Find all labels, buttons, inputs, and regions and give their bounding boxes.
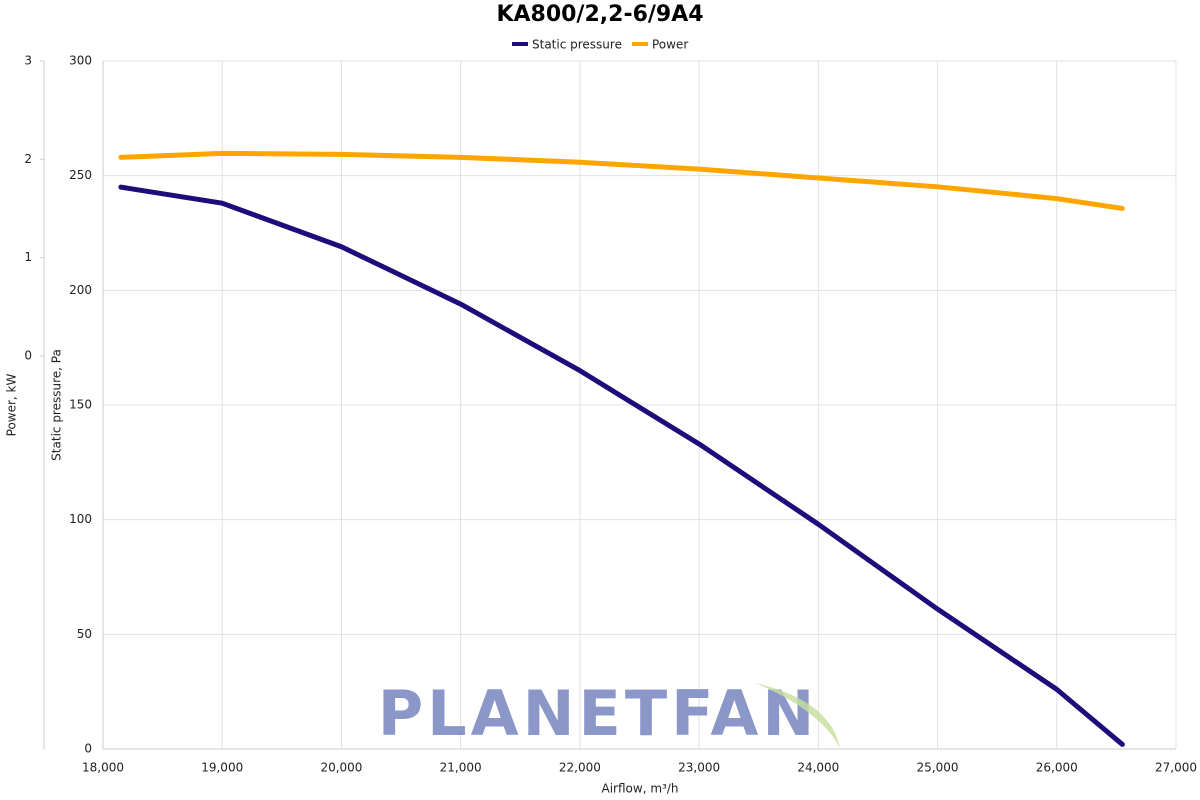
chart-title: KA800/2,2-6/9A4 (496, 2, 703, 27)
y2-tick-label: 0 (24, 348, 32, 362)
x-tick-label: 23,000 (678, 761, 720, 775)
x-tick-label: 22,000 (559, 761, 601, 775)
y2-tick-label: 2 (24, 152, 32, 166)
x-tick-label: 18,000 (82, 761, 124, 775)
watermark: PLANETFAN (378, 677, 819, 750)
x-tick-label: 19,000 (201, 761, 243, 775)
x-tick-label: 26,000 (1036, 761, 1078, 775)
y-axis-label: Static pressure, Pa (50, 349, 64, 461)
y-tick-label: 150 (69, 398, 92, 412)
y2-tick-label: 3 (24, 54, 32, 68)
y2-tick-label: 1 (24, 250, 32, 264)
legend-label: Static pressure (532, 38, 622, 52)
series-line (118, 150, 1125, 211)
y-tick-label: 300 (69, 54, 92, 68)
y-tick-label: 0 (84, 742, 92, 756)
y-tick-label: 50 (77, 627, 92, 641)
y-tick-label: 100 (69, 512, 92, 526)
x-tick-label: 24,000 (797, 761, 839, 775)
y-tick-label: 200 (69, 283, 92, 297)
x-tick-label: 27,000 (1155, 761, 1197, 775)
x-tick-label: 25,000 (917, 761, 959, 775)
series-line (118, 184, 1125, 747)
legend-label: Power (652, 38, 688, 52)
x-tick-label: 21,000 (440, 761, 482, 775)
y-tick-label: 250 (69, 168, 92, 182)
y2-axis-label: Power, kW (5, 374, 19, 437)
x-axis-label: Airflow, m³/h (602, 782, 679, 796)
x-tick-label: 20,000 (320, 761, 362, 775)
